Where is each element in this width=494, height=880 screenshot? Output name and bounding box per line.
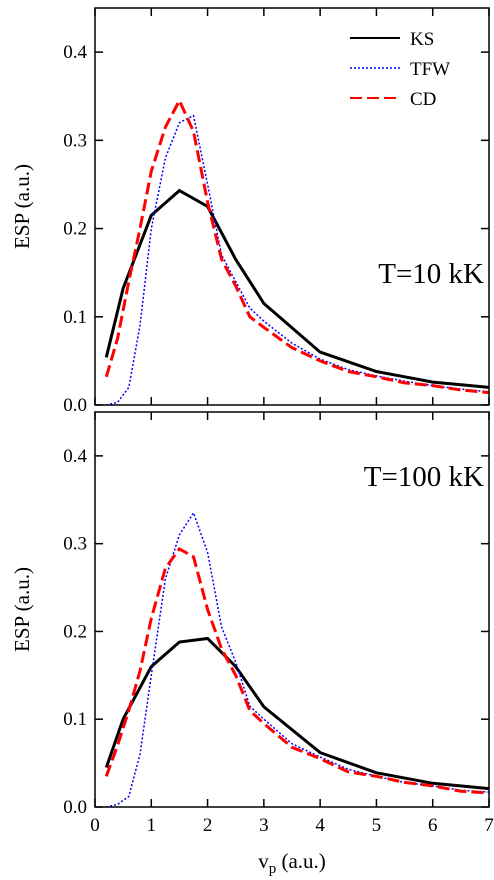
y-tick-label: 0.3 [63, 534, 87, 555]
line-series [104, 188, 490, 389]
line-series [106, 511, 490, 808]
line-series [104, 97, 490, 395]
x-tick-label: 7 [484, 815, 494, 836]
line-series [106, 114, 490, 406]
y-tick-label: 0.1 [63, 307, 87, 328]
y-tick-label: 0.0 [63, 797, 87, 818]
x-tick-label: 0 [90, 815, 100, 836]
y-tick-label: 0.2 [63, 219, 87, 240]
y-tick-label: 0.3 [63, 130, 87, 151]
x-tick-label: 5 [372, 815, 382, 836]
x-tick-label: 4 [315, 815, 325, 836]
y-tick-label: 0.1 [63, 709, 87, 730]
plot-frame [94, 411, 490, 808]
line-series [104, 546, 490, 795]
x-tick-label: 3 [259, 815, 269, 836]
x-tick-label: 6 [428, 815, 438, 836]
legend-label: CD [410, 89, 436, 110]
y-tick-label: 0.4 [63, 42, 87, 63]
y-tick-label: 0.0 [63, 395, 87, 416]
legend-label: TFW [410, 59, 450, 80]
annotation: T=10 kK [378, 258, 484, 290]
x-axis-label-sub: p [269, 861, 277, 877]
x-tick-label: 2 [203, 815, 213, 836]
x-axis-label-base: v [258, 849, 269, 873]
y-tick-label: 0.2 [63, 621, 87, 642]
legend-label: KS [410, 29, 434, 50]
y-tick-label: 0.4 [63, 446, 87, 467]
y-axis-label: ESP (a.u.) [10, 567, 34, 652]
annotation: T=100 kK [364, 461, 484, 493]
x-axis-label-rest: (a.u.) [276, 849, 326, 873]
x-tick-label: 1 [147, 815, 157, 836]
y-axis-label: ESP (a.u.) [10, 164, 34, 249]
line-series [104, 636, 490, 791]
plot-frame [94, 7, 490, 406]
x-axis-label: vp (a.u.) [258, 849, 326, 877]
